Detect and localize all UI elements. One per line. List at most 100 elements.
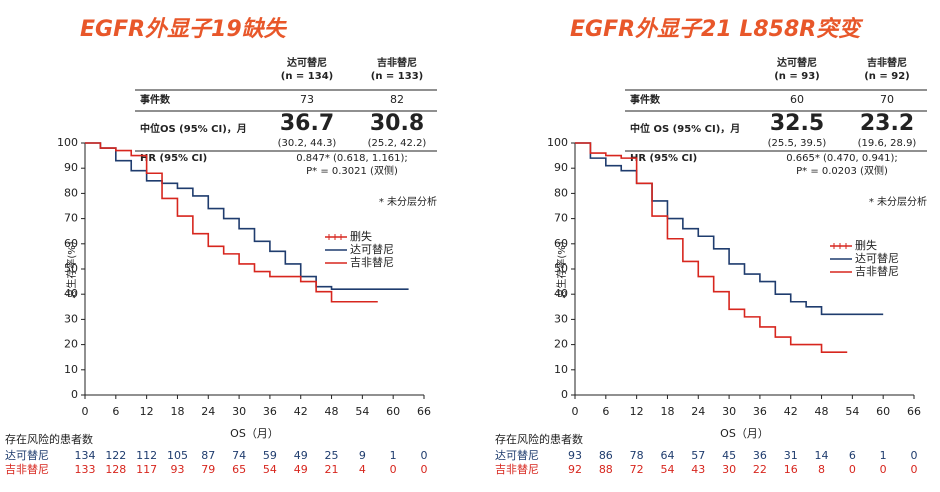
y-tick-label: 80 [554,186,568,199]
column-name: 达可替尼 [777,56,817,69]
x-tick-label: 36 [263,405,277,418]
median-value: 23.2 [860,111,914,136]
x-tick-label: 66 [907,405,921,418]
legend-label: 删失 [350,230,372,243]
x-tick-label: 60 [386,405,400,418]
y-axis-label: 总生存率(%) [555,241,568,298]
row-label: 中位 OS (95% CI)，月 [630,122,740,135]
y-tick-label: 100 [57,136,78,149]
y-tick-label: 90 [64,161,78,174]
legend-label: 删失 [855,239,877,252]
at-risk-value: 88 [599,463,613,476]
column-n: (n = 93) [774,71,820,82]
x-tick-label: 60 [876,405,890,418]
at-risk-value: 0 [880,463,887,476]
at-risk-value: 8 [818,463,825,476]
at-risk-value: 9 [359,449,366,462]
x-tick-label: 48 [325,405,339,418]
at-risk-value: 54 [263,463,277,476]
at-risk-value: 14 [815,449,829,462]
hr-text: 0.847* (0.618, 1.161); [296,153,408,164]
legend-label: 吉非替尼 [350,255,394,269]
at-risk-value: 65 [232,463,246,476]
legend-label: 达可替尼 [350,242,394,256]
at-risk-value: 0 [849,463,856,476]
y-tick-label: 20 [554,338,568,351]
y-tick-label: 50 [554,262,568,275]
at-risk-value: 72 [630,463,644,476]
at-risk-value: 93 [170,463,184,476]
x-tick-label: 0 [82,405,89,418]
at-risk-value: 78 [630,449,644,462]
events-value: 82 [390,93,404,106]
km-curve [85,142,378,303]
at-risk-value: 57 [691,449,705,462]
at-risk-value: 117 [136,463,157,476]
at-risk-value: 22 [753,463,767,476]
x-tick-label: 6 [112,405,119,418]
at-risk-value: 0 [421,449,428,462]
km-curve [85,142,409,290]
at-risk-value: 86 [599,449,613,462]
at-risk-value: 43 [691,463,705,476]
column-n: (n = 134) [281,71,333,82]
hr-text: P* = 0.0203 (双侧) [796,164,888,177]
y-tick-label: 10 [64,363,78,376]
x-tick-label: 54 [845,405,859,418]
km-curve [575,142,884,316]
y-tick-label: 20 [64,338,78,351]
y-tick-label: 50 [64,262,78,275]
column-n: (n = 92) [864,71,910,82]
at-risk-name: 达可替尼 [5,448,49,462]
median-ci: (25.2, 42.2) [368,138,427,149]
at-risk-value: 64 [660,449,674,462]
at-risk-value: 0 [421,463,428,476]
x-tick-label: 48 [815,405,829,418]
at-risk-value: 6 [849,449,856,462]
y-tick-label: 60 [554,237,568,250]
column-name: 达可替尼 [287,56,327,69]
footnote: * 未分层分析 [379,195,437,208]
at-risk-value: 16 [784,463,798,476]
y-tick-label: 70 [554,212,568,225]
at-risk-value: 59 [263,449,277,462]
y-tick-label: 40 [554,287,568,300]
y-axis-label: 总生存率(%) [65,241,78,298]
x-tick-label: 12 [630,405,644,418]
y-tick-label: 70 [64,212,78,225]
median-value: 32.5 [770,111,824,136]
median-value: 36.7 [280,111,334,136]
row-label: HR (95% CI) [630,153,697,164]
x-tick-label: 24 [201,405,215,418]
x-tick-label: 30 [232,405,246,418]
y-tick-label: 90 [554,161,568,174]
hr-text: 0.665* (0.470, 0.941); [786,153,898,164]
events-value: 60 [790,93,804,106]
x-tick-label: 42 [784,405,798,418]
at-risk-value: 74 [232,449,246,462]
at-risk-value: 133 [75,463,96,476]
at-risk-value: 105 [167,449,188,462]
at-risk-title: 存在风险的患者数 [5,432,93,446]
row-label: 事件数 [630,93,661,106]
at-risk-value: 21 [325,463,339,476]
legend-label: 吉非替尼 [855,264,899,278]
at-risk-value: 0 [390,463,397,476]
at-risk-value: 0 [911,463,918,476]
at-risk-value: 45 [722,449,736,462]
at-risk-name: 达可替尼 [495,448,539,462]
at-risk-name: 吉非替尼 [5,462,49,476]
row-label: 中位OS (95% CI)，月 [140,122,247,135]
chart-title: EGFR外显子19缺失 [80,17,288,42]
column-n: (n = 133) [371,71,423,82]
median-value: 30.8 [370,111,424,136]
at-risk-value: 112 [136,449,157,462]
events-value: 70 [880,93,894,106]
median-ci: (25.5, 39.5) [768,138,827,149]
y-tick-label: 80 [64,186,78,199]
y-tick-label: 10 [554,363,568,376]
at-risk-value: 0 [911,449,918,462]
x-tick-label: 18 [170,405,184,418]
at-risk-value: 31 [784,449,798,462]
